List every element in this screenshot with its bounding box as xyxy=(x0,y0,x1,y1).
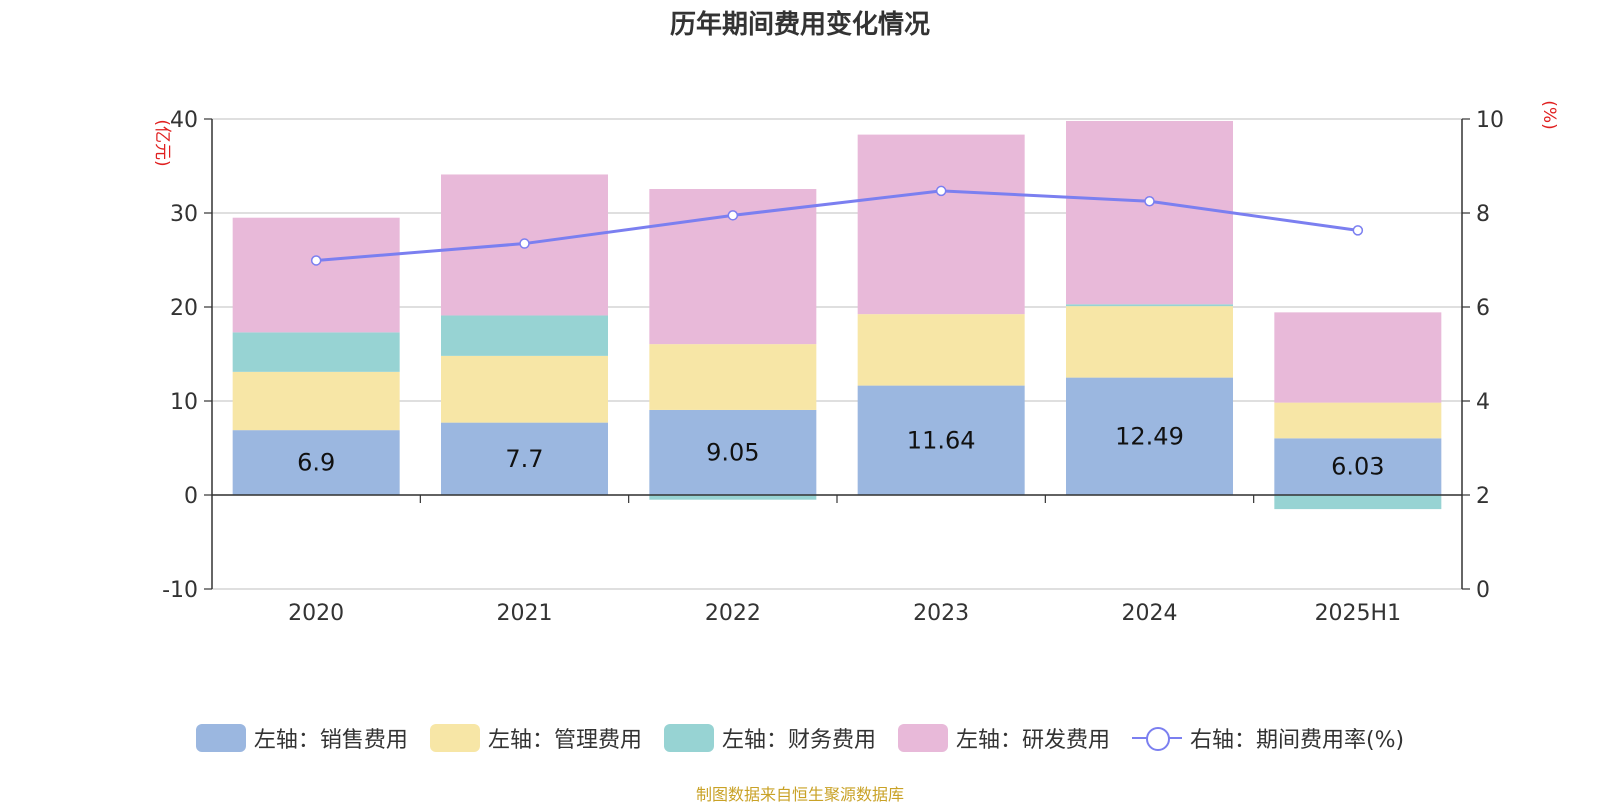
right-axis-tick-label: 8 xyxy=(1476,202,1490,227)
legend-label-rd: 左轴：研发费用 xyxy=(955,728,1110,753)
x-axis-tick-label: 2020 xyxy=(288,601,344,626)
bar-segment xyxy=(1274,402,1442,439)
right-axis-tick-label: 6 xyxy=(1476,296,1490,321)
legend-swatch-sales xyxy=(195,724,246,752)
bar-segment xyxy=(441,315,608,356)
right-axis-tick-label: 2 xyxy=(1476,484,1490,509)
rate-point xyxy=(310,255,322,266)
bar-segment xyxy=(649,409,817,495)
bar-value-label: 11.64 xyxy=(907,426,976,454)
bar-segment xyxy=(1274,495,1442,510)
bar-segment xyxy=(857,134,1025,315)
bar-value-label: 6.03 xyxy=(1331,453,1384,481)
chart-legend: 左轴：销售费用 左轴：管理费用 左轴：财务费用 左轴：研发费用 右轴：期间费用率… xyxy=(0,722,1600,754)
bar-segment xyxy=(232,430,400,495)
legend-label-sales: 左轴：销售费用 xyxy=(253,728,408,753)
left-axis-tick-label: 0 xyxy=(184,484,198,509)
legend-item-admin[interactable]: 左轴：管理费用 xyxy=(429,722,642,754)
legend-label-finance: 左轴：财务费用 xyxy=(721,728,876,753)
bar-segment xyxy=(441,355,608,423)
chart-title: 历年期间费用变化情况 xyxy=(669,10,930,40)
left-axis-tick-label: 10 xyxy=(170,390,198,415)
legend-label-admin: 左轴：管理费用 xyxy=(487,728,642,753)
bar-segment xyxy=(1066,120,1233,305)
bar-value-label: 7.7 xyxy=(505,445,543,473)
source-note: 制图数据来自恒生聚源数据库 xyxy=(695,785,904,804)
chart-plot: -10 0 10 20 30 40 0 2 4 6 8 10 (亿元) (%) 6.9 7.7 9.05 11.6… xyxy=(152,100,1559,626)
rate-point xyxy=(1144,196,1155,207)
bar-segment xyxy=(232,371,400,431)
legend-item-sales[interactable]: 左轴：销售费用 xyxy=(195,722,408,754)
bar-value-label: 6.9 xyxy=(297,449,335,477)
legend-item-finance[interactable]: 左轴：财务费用 xyxy=(663,722,876,754)
bar-segment xyxy=(1066,304,1233,307)
bar-segment xyxy=(857,385,1025,495)
legend-swatch-rate xyxy=(1131,724,1182,752)
legend-swatch-rd xyxy=(897,724,948,752)
bar-segment xyxy=(1066,377,1233,495)
bar-value-label: 9.05 xyxy=(706,438,759,466)
right-axis-tick-label: 0 xyxy=(1476,578,1490,603)
bar-segment xyxy=(232,217,400,333)
right-axis-tick-label: 4 xyxy=(1476,390,1490,415)
legend-label-rate: 右轴：期间费用率(%) xyxy=(1189,728,1405,753)
legend-item-rate[interactable]: 右轴：期间费用率(%) xyxy=(1131,722,1405,754)
bar-value-label: 12.49 xyxy=(1115,422,1184,450)
left-axis-tick-label: 20 xyxy=(170,296,198,321)
x-axis-tick-label: 2022 xyxy=(705,601,761,626)
rate-point xyxy=(727,210,739,221)
bar-segment xyxy=(649,344,817,410)
rate-point xyxy=(1352,225,1364,236)
left-axis-tick-label: 40 xyxy=(170,108,198,133)
left-axis-tick-label: 30 xyxy=(170,202,198,227)
bar-segment xyxy=(232,332,400,372)
x-axis-tick-label: 2024 xyxy=(1122,601,1178,626)
bar-segment xyxy=(1274,312,1442,403)
x-axis-tick-label: 2021 xyxy=(497,601,553,626)
x-axis-tick-label: 2023 xyxy=(913,601,969,626)
bar-segment xyxy=(649,495,817,500)
bar-segment xyxy=(857,314,1025,386)
rate-point xyxy=(519,238,530,249)
right-axis-tick-label: 10 xyxy=(1476,108,1504,133)
left-axis-unit: (亿元) xyxy=(152,119,172,166)
left-axis-tick-label: -10 xyxy=(162,578,198,603)
legend-swatch-finance xyxy=(663,724,714,752)
bar-segment xyxy=(1066,306,1233,378)
bar-segment xyxy=(1274,438,1442,495)
bar-segment xyxy=(441,422,608,495)
legend-item-rd[interactable]: 左轴：研发费用 xyxy=(897,722,1110,754)
rate-line xyxy=(316,189,1359,262)
rate-point xyxy=(935,185,947,197)
legend-swatch-admin xyxy=(429,724,480,752)
right-axis-unit: (%) xyxy=(1539,100,1559,129)
x-axis-tick-label: 2025H1 xyxy=(1315,601,1402,626)
